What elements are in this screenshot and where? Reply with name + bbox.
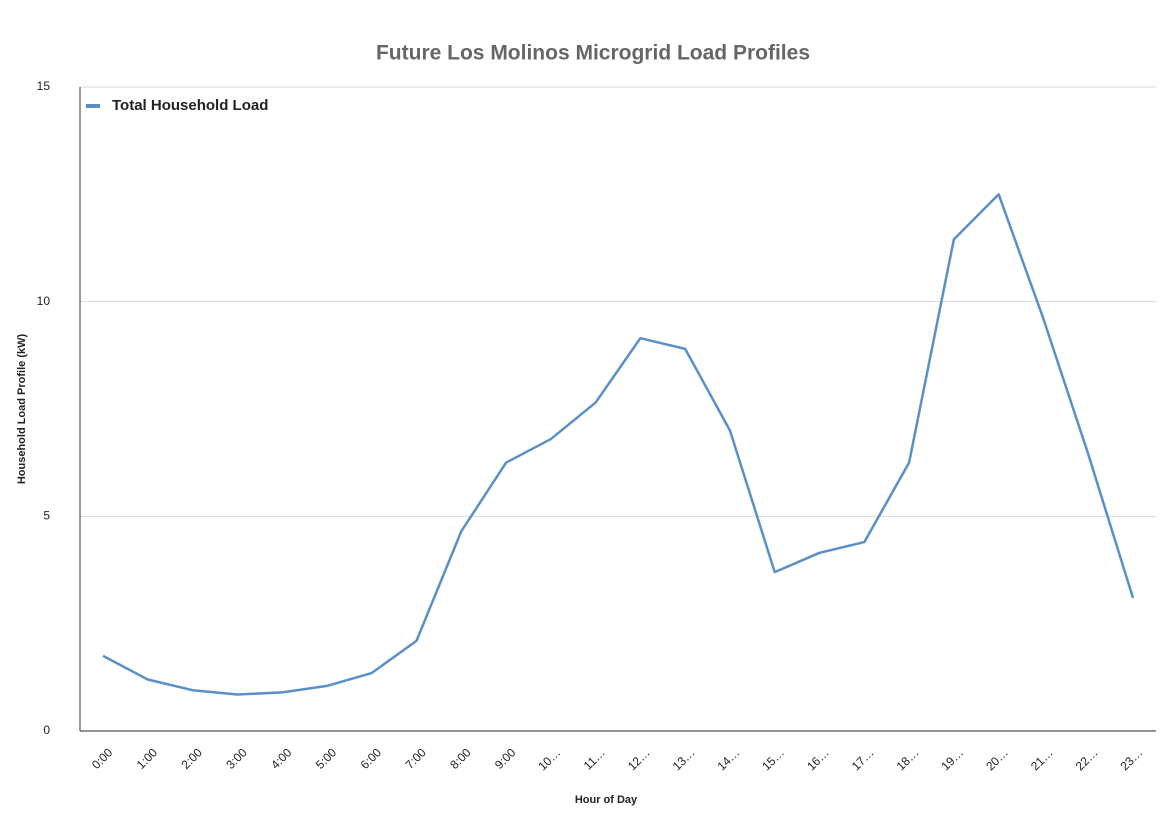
x-tick-label: 5:00	[313, 745, 340, 772]
x-tick-label: 16…	[804, 745, 832, 773]
x-tick-label: 10…	[535, 745, 563, 773]
x-tick-label: 23…	[1118, 745, 1146, 773]
x-tick-label: 4:00	[268, 745, 295, 772]
x-tick-label: 9:00	[492, 745, 519, 772]
x-tick-label: 19…	[938, 745, 966, 773]
x-tick-label: 6:00	[358, 745, 385, 772]
x-tick-label: 7:00	[402, 745, 429, 772]
y-tick-label: 10	[37, 294, 51, 308]
series-line	[102, 193, 1135, 696]
x-tick-label: 3:00	[223, 745, 250, 772]
chart-title: Future Los Molinos Microgrid Load Profil…	[376, 42, 810, 65]
x-tick-label: 18…	[894, 745, 922, 773]
legend-label: Total Household Load	[112, 97, 268, 114]
x-tick-label: 13…	[670, 745, 698, 773]
y-tick-label: 5	[43, 509, 50, 523]
y-axis-title: Household Load Profile (kW)	[16, 334, 28, 485]
x-tick-label: 21…	[1028, 745, 1056, 773]
x-tick-label: 11…	[581, 745, 608, 772]
x-tick-label: 22…	[1073, 745, 1101, 773]
x-tick-label: 20…	[983, 745, 1011, 773]
x-tick-label: 1:00	[134, 745, 161, 772]
x-tick-label: 0:00	[89, 745, 116, 772]
x-tick-label: 8:00	[447, 745, 474, 772]
x-tick-label: 14…	[714, 745, 742, 773]
x-tick-label: 17…	[849, 745, 877, 773]
x-axis-title: Hour of Day	[575, 794, 638, 806]
y-tick-label: 15	[37, 79, 51, 93]
x-tick-label: 15…	[759, 745, 787, 773]
x-tick-label: 2:00	[179, 745, 206, 772]
y-tick-label: 0	[43, 723, 50, 737]
x-tick-label: 12…	[625, 745, 653, 773]
